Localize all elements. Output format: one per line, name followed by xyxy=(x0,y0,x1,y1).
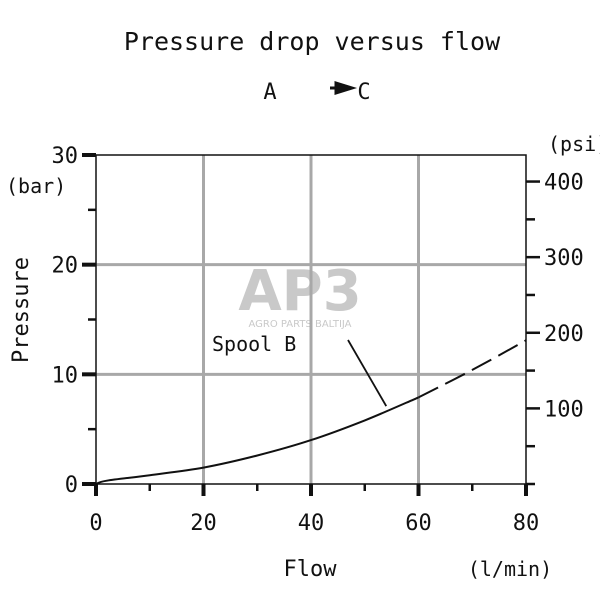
watermark-subtext: AGRO PARTS BALTIJA xyxy=(248,319,351,330)
x-axis-label: Flow xyxy=(284,557,338,582)
subtitle-from-label: A xyxy=(263,80,276,105)
flow-direction-arrow-icon xyxy=(330,80,358,96)
psi-tick-label-100: 100 xyxy=(544,397,584,422)
y-unit-left: (bar) xyxy=(6,174,66,198)
x-tick-label-20: 20 xyxy=(190,511,217,536)
psi-tick-label-400: 400 xyxy=(544,171,584,196)
series-line-spool-b-dashed xyxy=(418,339,527,399)
y-tick-label-30: 30 xyxy=(52,144,79,169)
watermark-logo: AP3 xyxy=(238,259,361,324)
chart-title: Pressure drop versus flow xyxy=(124,27,501,56)
left-y-axis: 0 10 20 30 xyxy=(52,144,96,498)
x-tick-label-40: 40 xyxy=(298,511,325,536)
x-unit: (l/min) xyxy=(468,557,552,581)
right-y-axis: 100 200 300 400 xyxy=(526,171,584,486)
y-unit-right: (psi) xyxy=(548,132,600,156)
y-tick-label-0: 0 xyxy=(65,473,78,498)
y-tick-label-20: 20 xyxy=(52,254,79,279)
annotation-spool-b: Spool B xyxy=(212,332,296,356)
series-line-spool-b-solid xyxy=(95,396,419,485)
psi-tick-label-200: 200 xyxy=(544,322,584,347)
y-axis-label: Pressure xyxy=(9,257,34,363)
x-tick-label-0: 0 xyxy=(89,511,102,536)
y-tick-label-10: 10 xyxy=(52,363,79,388)
grid-lines xyxy=(96,155,526,484)
series-layer xyxy=(95,339,527,485)
psi-tick-label-300: 300 xyxy=(544,246,584,271)
x-tick-label-80: 80 xyxy=(513,511,540,536)
x-tick-label-60: 60 xyxy=(405,511,432,536)
x-axis: 0 20 40 60 80 xyxy=(89,484,539,536)
watermark: AP3 AGRO PARTS BALTIJA xyxy=(238,259,361,330)
subtitle-to-label: C xyxy=(357,80,370,105)
annotation-leader-line xyxy=(347,339,388,407)
